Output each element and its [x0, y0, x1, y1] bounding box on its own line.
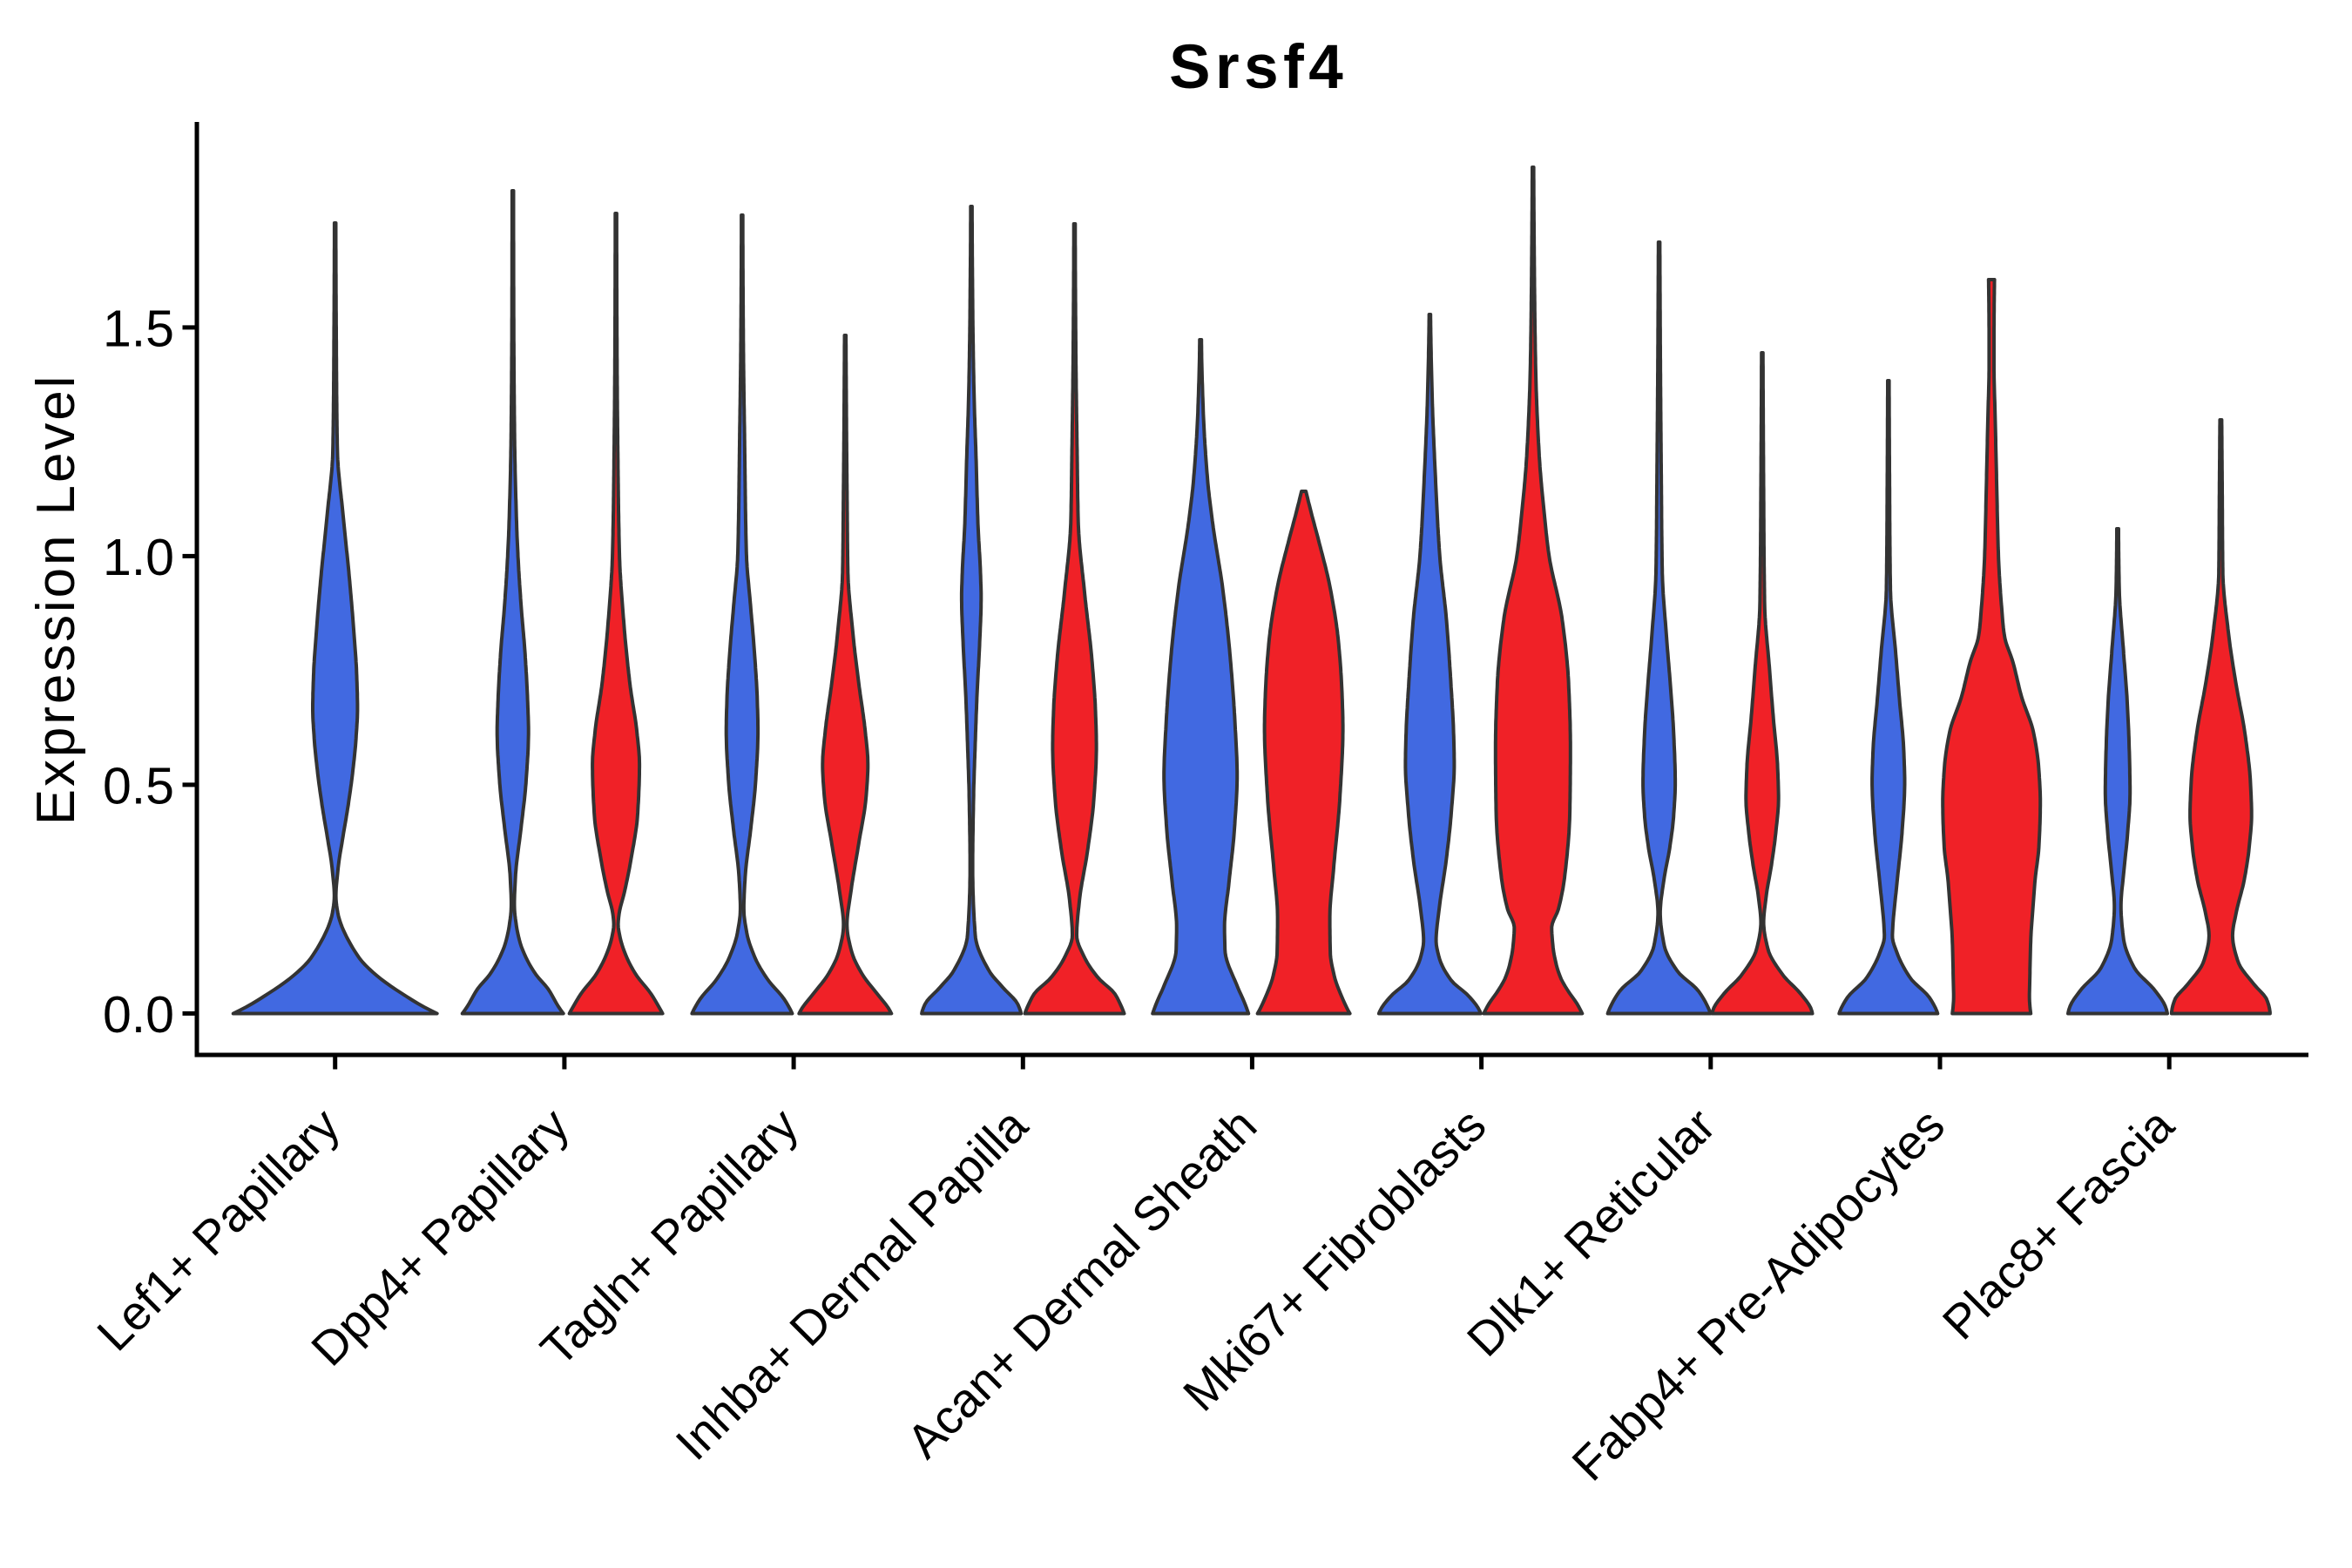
svg-text:1.5: 1.5 [103, 301, 174, 358]
svg-text:1.0: 1.0 [103, 529, 174, 586]
svg-text:Expression Level: Expression Level [26, 374, 86, 826]
svg-text:Srsf4: Srsf4 [1169, 33, 1348, 102]
svg-text:0.5: 0.5 [103, 758, 174, 815]
svg-text:0.0: 0.0 [103, 986, 174, 1044]
